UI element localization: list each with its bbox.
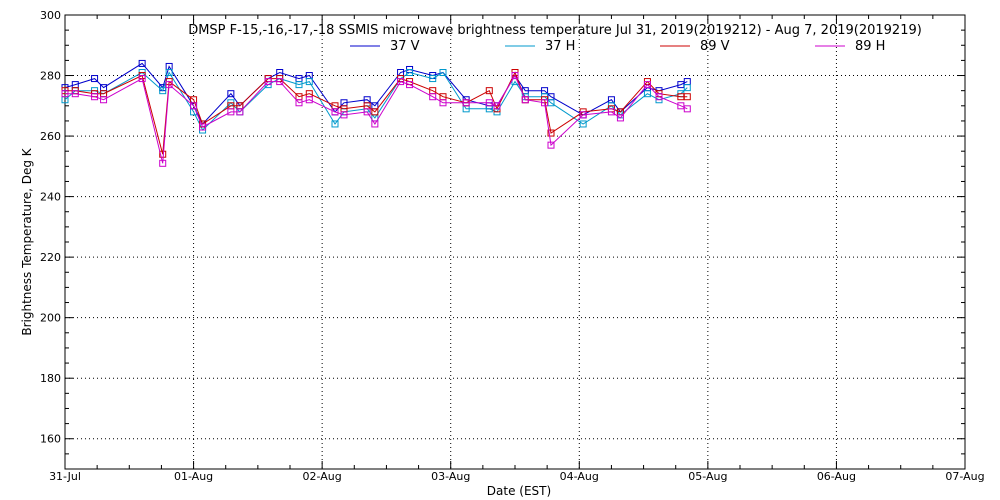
x-tick-label: 07-Aug	[945, 470, 984, 483]
data-point	[683, 84, 691, 92]
data-point	[429, 75, 437, 83]
legend-entry: 37 H	[505, 39, 575, 54]
data-point	[643, 90, 651, 98]
data-point	[227, 108, 235, 116]
data-point	[643, 81, 651, 89]
legend: 37 V 37 H 89 V 89 H	[350, 39, 885, 54]
legend-label: 37 V	[390, 39, 420, 54]
data-point	[305, 96, 313, 104]
data-point	[462, 99, 470, 107]
data-point	[511, 72, 519, 80]
data-series	[61, 59, 691, 167]
data-point	[429, 93, 437, 101]
series-89-h	[61, 72, 691, 167]
legend-entry: 37 V	[350, 39, 420, 54]
data-point	[547, 129, 555, 137]
data-point	[397, 78, 405, 86]
data-point	[485, 99, 493, 107]
legend-label: 37 H	[545, 39, 575, 54]
legend-label: 89 H	[855, 39, 885, 54]
series-line	[64, 71, 688, 131]
data-point	[165, 69, 173, 77]
y-tick-label: 180	[40, 372, 61, 385]
data-point	[547, 141, 555, 149]
legend-label: 89 V	[700, 39, 730, 54]
data-point	[485, 87, 493, 95]
data-point	[331, 120, 339, 128]
data-point	[100, 96, 108, 104]
data-point	[683, 93, 691, 101]
data-point	[521, 96, 529, 104]
y-tick-label: 260	[40, 130, 61, 143]
legend-entry: 89 V	[660, 39, 730, 54]
y-tick-label: 280	[40, 70, 61, 83]
chart-title: DMSP F-15,-16,-17,-18 SSMIS microwave br…	[188, 23, 922, 38]
data-point	[579, 111, 587, 119]
data-point	[616, 114, 624, 122]
data-point	[363, 108, 371, 116]
data-point	[227, 90, 235, 98]
x-tick-label: 03-Aug	[431, 470, 470, 483]
y-axis-label: Brightness Temperature, Deg K	[20, 147, 34, 335]
y-tick-labels: 160 180 200 220 240 260 280 300	[40, 9, 61, 446]
data-point	[199, 123, 207, 131]
data-point	[439, 69, 447, 77]
data-point	[655, 93, 663, 101]
data-point	[683, 105, 691, 113]
data-point	[138, 75, 146, 83]
data-point	[439, 99, 447, 107]
data-point	[541, 99, 549, 107]
grid-lines	[65, 15, 965, 469]
data-point	[579, 120, 587, 128]
data-point	[138, 59, 146, 67]
y-tick-label: 300	[40, 9, 61, 22]
data-point	[406, 69, 414, 77]
data-point	[190, 102, 198, 110]
data-point	[295, 99, 303, 107]
x-tick-label: 05-Aug	[688, 470, 727, 483]
data-point	[406, 81, 414, 89]
y-tick-label: 240	[40, 191, 61, 204]
data-point	[91, 75, 99, 83]
x-tick-label: 01-Aug	[174, 470, 213, 483]
series-37-v	[61, 59, 691, 128]
data-point	[305, 78, 313, 86]
data-point	[159, 159, 167, 167]
plot-frame	[64, 14, 966, 470]
legend-entry: 89 H	[815, 39, 885, 54]
x-tick-label: 06-Aug	[817, 470, 856, 483]
data-point	[331, 108, 339, 116]
x-tick-label: 31-Jul	[49, 470, 81, 483]
x-tick-labels: 31-Jul 01-Aug 02-Aug 03-Aug 04-Aug 05-Aug 06-A…	[49, 470, 985, 483]
y-tick-label: 200	[40, 312, 61, 325]
axis-ticks	[64, 14, 966, 470]
x-axis-label: Date (EST)	[487, 484, 551, 498]
data-point	[165, 81, 173, 89]
data-point	[371, 108, 379, 116]
data-point	[61, 90, 69, 98]
data-point	[264, 78, 272, 86]
data-point	[91, 93, 99, 101]
data-point	[607, 108, 615, 116]
data-point	[236, 108, 244, 116]
series-37-h	[61, 69, 691, 134]
x-tick-label: 02-Aug	[303, 470, 342, 483]
series-line	[65, 74, 688, 164]
y-tick-label: 160	[40, 433, 61, 446]
data-point	[371, 120, 379, 128]
x-tick-label: 04-Aug	[560, 470, 599, 483]
data-point	[493, 102, 501, 110]
y-tick-label: 220	[40, 251, 61, 264]
data-point	[276, 78, 284, 86]
data-point	[295, 81, 303, 89]
data-point	[159, 87, 167, 95]
data-point	[340, 111, 348, 119]
data-point	[71, 90, 79, 98]
